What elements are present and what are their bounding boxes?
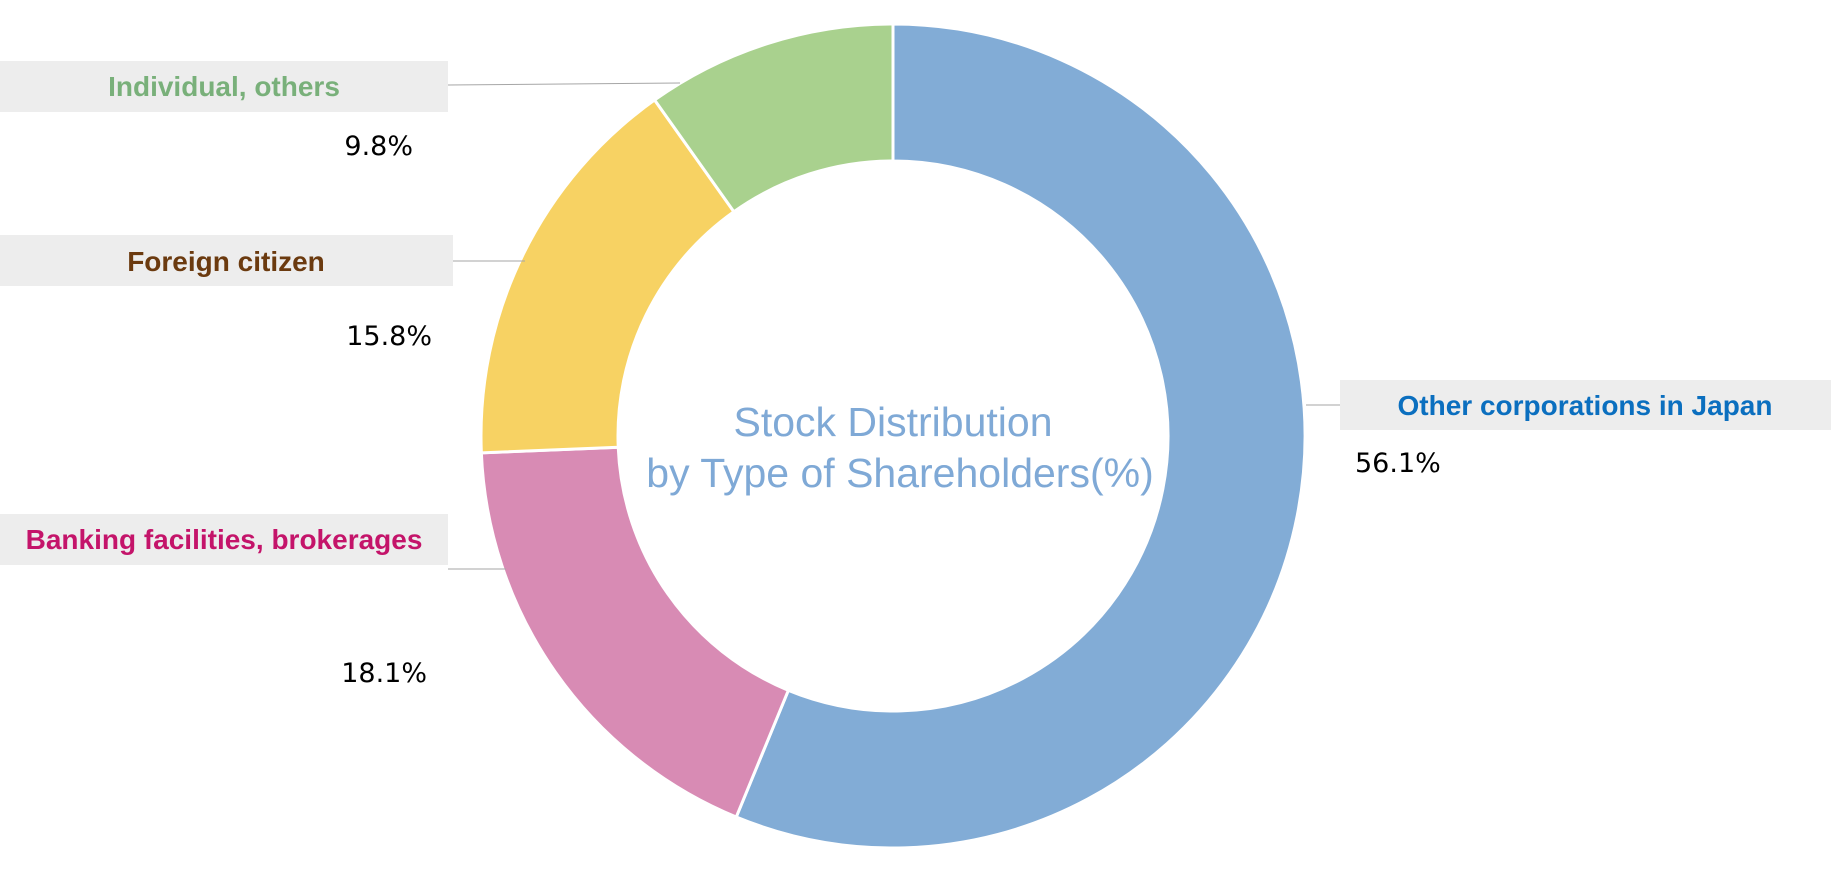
chart-title: Stock Distribution by Type of Shareholde… — [646, 399, 1153, 496]
label-box-banking-facilities-brokerages — [0, 514, 448, 565]
leader-lines — [447, 82, 1340, 570]
chart-title-line-1: Stock Distribution — [733, 399, 1052, 445]
category-label-other-corporations-in-japan: Other corporations in Japan — [1398, 390, 1773, 421]
category-label-banking-facilities-brokerages: Banking facilities, brokerages — [26, 524, 423, 555]
label-box-foreign-citizen — [0, 235, 453, 286]
chart-title-line-2: by Type of Shareholders(%) — [646, 450, 1153, 496]
category-label-individual-others: Individual, others — [108, 71, 340, 102]
slice-banking-facilities-brokerages — [479, 445, 791, 819]
category-label-foreign-citizen: Foreign citizen — [127, 246, 325, 277]
value-label-banking-facilities-brokerages: 18.1% — [341, 658, 427, 689]
label-box-other-corporations-in-japan — [1340, 380, 1831, 430]
value-label-individual-others: 9.8% — [344, 131, 413, 162]
slice-individual-others — [652, 22, 895, 214]
slice-foreign-citizen — [479, 97, 736, 455]
label-box-individual-others — [0, 61, 448, 112]
category-labels: Other corporations in Japan 56.1% Banking … — [0, 61, 1831, 689]
leader-line-individual-others — [447, 82, 681, 86]
value-label-other-corporations-in-japan: 56.1% — [1355, 448, 1441, 479]
value-label-foreign-citizen: 15.8% — [346, 321, 432, 352]
slices-layer — [479, 22, 1307, 850]
slice-other-corporations-in-japan — [734, 22, 1307, 850]
